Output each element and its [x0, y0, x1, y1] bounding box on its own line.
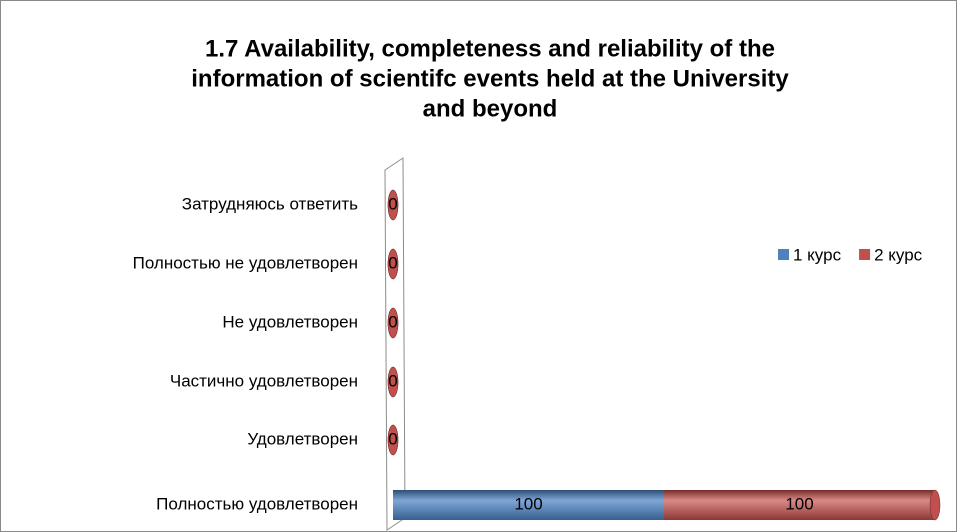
y-tick-label: Частично удовлетворен — [170, 371, 358, 390]
bar-cap — [387, 424, 399, 456]
y-tick-label: Удовлетворен — [247, 429, 358, 448]
bar — [664, 490, 935, 520]
y-tick-label: Полностью удовлетворен — [156, 494, 358, 513]
legend-swatch — [859, 249, 871, 260]
data-label: 100 — [785, 494, 813, 513]
data-label: 0 — [388, 312, 397, 331]
bar-cap — [929, 489, 941, 521]
legend-swatch — [778, 249, 789, 260]
legend-label: 1 курс — [793, 245, 842, 264]
legend-label: 2 курс — [874, 245, 923, 264]
chart-title: information of scientifc events held at … — [191, 65, 789, 92]
data-label: 0 — [388, 194, 397, 213]
data-label: 0 — [388, 429, 397, 448]
bar-cap — [387, 189, 399, 221]
y-tick-label: Полностью не удовлетворен — [133, 253, 358, 272]
chart-title: and beyond — [423, 95, 558, 122]
chart-title: 1.7 Availability, completeness and relia… — [205, 35, 775, 62]
y-tick-label: Не удовлетворен — [222, 312, 358, 331]
y-tick-label: Затрудняюсь ответить — [182, 194, 358, 213]
data-label: 0 — [388, 371, 397, 390]
bar-cap — [387, 307, 399, 339]
bar-cap — [387, 248, 399, 280]
data-label: 0 — [388, 253, 397, 272]
bar — [393, 490, 664, 520]
data-label: 100 — [514, 494, 542, 513]
bar-cap — [387, 366, 399, 398]
